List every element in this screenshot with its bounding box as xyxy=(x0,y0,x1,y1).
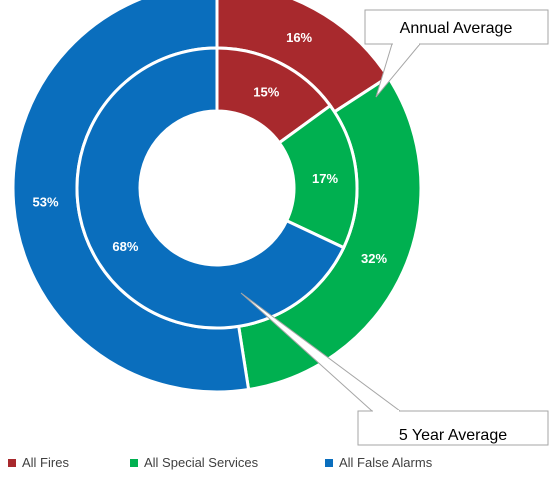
outer-ring-label-0: 16% xyxy=(286,30,312,45)
callout-5-year-average-box xyxy=(357,410,549,446)
callout-5-year-average: 5 Year Average xyxy=(240,292,549,446)
legend-item-all-false-alarms: All False Alarms xyxy=(325,455,432,470)
legend-swatch-all-fires xyxy=(8,458,16,467)
legend-item-all-special-services: All Special Services xyxy=(130,455,258,470)
inner-ring-label-0: 15% xyxy=(253,84,279,99)
outer-ring-label-1: 32% xyxy=(361,251,387,266)
chart-legend: All Fires All Special Services All False… xyxy=(0,455,551,475)
chart-data-labels: 16% 32% 53% 15% 17% 68% xyxy=(33,30,388,266)
chart-rings xyxy=(11,0,423,394)
legend-swatch-all-false-alarms xyxy=(325,458,333,467)
legend-label-all-false-alarms: All False Alarms xyxy=(339,455,433,470)
legend-swatch-all-special-services xyxy=(130,458,138,467)
callout-5-year-average-text: 5 Year Average xyxy=(399,427,507,444)
callout-annual-average-box xyxy=(364,9,549,45)
legend-label-all-special-services: All Special Services xyxy=(144,455,259,470)
legend-label-all-fires: All Fires xyxy=(22,455,69,470)
inner-ring-label-2: 68% xyxy=(112,239,138,254)
outer-ring-label-2: 53% xyxy=(33,194,59,209)
inner-ring-label-1: 17% xyxy=(312,171,338,186)
inner-ring-slice-2 xyxy=(75,46,346,330)
callout-annual-average: Annual Average xyxy=(364,9,549,98)
callout-annual-average-text: Annual Average xyxy=(400,20,513,37)
legend-item-all-fires: All Fires xyxy=(8,455,69,470)
